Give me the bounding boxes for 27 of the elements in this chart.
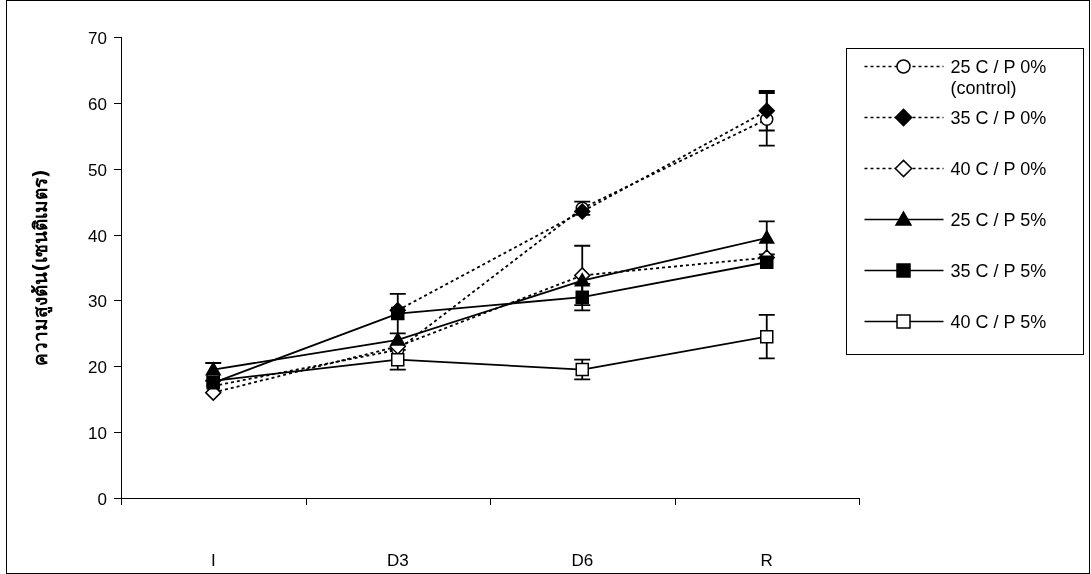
x-tick-label: D3 <box>386 551 409 570</box>
point <box>575 290 589 304</box>
point <box>391 306 405 321</box>
point <box>758 102 775 120</box>
y-tick-label: 30 <box>88 291 107 311</box>
legend-label: 35 C / P 5% <box>950 260 1047 281</box>
x-tick-label: R <box>760 551 773 570</box>
y-tick-label: 0 <box>97 489 107 509</box>
y-tick-label: 10 <box>88 423 107 443</box>
y-tick-label: 70 <box>88 28 107 48</box>
point <box>760 255 774 269</box>
y-axis-title: ความสูงต้น(เซนติเมตร) <box>29 169 53 366</box>
point <box>574 273 590 287</box>
legend-label: 40 C / P 5% <box>950 311 1047 332</box>
legend-label: 25 C / P 0% (control) <box>950 56 1047 98</box>
point <box>390 332 406 346</box>
legend-label: 35 C / P 0% <box>950 107 1047 128</box>
legend-label: 40 C / P 0% <box>950 158 1047 179</box>
y-tick-label: 40 <box>88 226 107 246</box>
x-tick-label: I <box>210 551 216 570</box>
y-tick-label: 20 <box>88 357 107 377</box>
y-tick-label: 60 <box>88 94 107 114</box>
x-tick-label: D6 <box>571 551 594 570</box>
point <box>759 230 775 244</box>
legend-label: 25 C / P 5% <box>950 209 1047 230</box>
y-tick-label: 50 <box>88 160 107 180</box>
point <box>205 361 221 376</box>
